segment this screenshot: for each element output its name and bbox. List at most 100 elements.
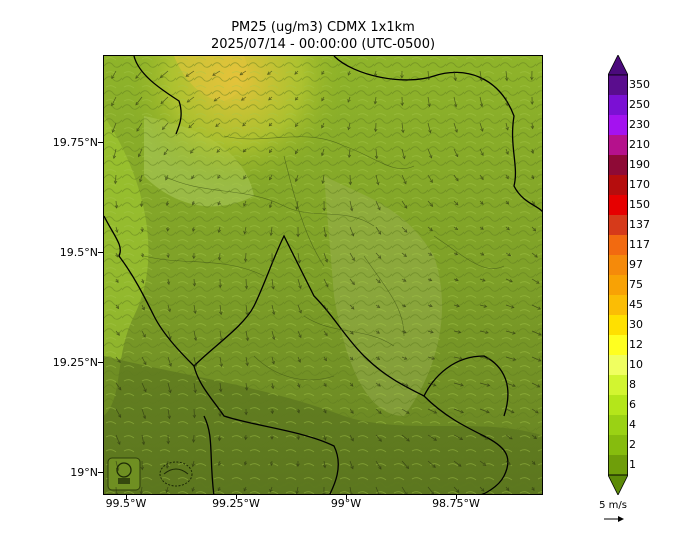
colorbar-segment bbox=[608, 195, 628, 216]
wind-arrow bbox=[375, 382, 381, 387]
wind-arrow-head bbox=[459, 356, 463, 360]
wind-arrow-head bbox=[485, 330, 489, 334]
wind-arrow-head bbox=[404, 492, 408, 494]
wind-arrow-head bbox=[117, 359, 121, 363]
wind-arrow bbox=[401, 486, 407, 494]
wind-arrow bbox=[401, 226, 408, 233]
wind-arrow-head bbox=[377, 255, 382, 259]
wind-arrow-head bbox=[217, 437, 222, 442]
wind-arrow-head bbox=[115, 254, 119, 258]
wind-arrow-head bbox=[270, 436, 274, 440]
wind-arrow bbox=[162, 122, 169, 130]
wind-arrow-head bbox=[193, 337, 198, 342]
wind-arrow bbox=[167, 304, 171, 312]
wind-arrow-head bbox=[114, 205, 119, 209]
wind-arrow bbox=[245, 356, 248, 366]
wind-arrow bbox=[531, 460, 536, 465]
wind-arrow-head bbox=[269, 489, 273, 493]
wind-arrow-head bbox=[403, 356, 408, 360]
lat-tick-label: 19.25°N bbox=[52, 356, 98, 369]
wind-arrow bbox=[323, 252, 328, 263]
wind-arrow-head bbox=[453, 103, 458, 108]
wind-arrow-head bbox=[271, 336, 276, 341]
wind-arrow-head bbox=[347, 72, 351, 76]
colorbar-segment bbox=[608, 275, 628, 296]
wind-arrow bbox=[268, 96, 273, 101]
wind-arrow-head bbox=[351, 281, 355, 286]
wind-arrow-head bbox=[403, 253, 407, 257]
map-panel[interactable] bbox=[103, 55, 543, 495]
wind-arrow bbox=[245, 330, 249, 341]
wind-arrow bbox=[505, 304, 515, 309]
wind-vectors bbox=[111, 70, 542, 494]
wind-arrow-head bbox=[324, 259, 329, 263]
wind-arrow-head bbox=[217, 256, 222, 261]
wind-arrow bbox=[245, 382, 248, 391]
wind-arrow-head bbox=[530, 101, 534, 105]
wind-arrow-head bbox=[373, 128, 378, 133]
wind-arrow bbox=[193, 434, 195, 443]
wind-arrow-head bbox=[271, 360, 275, 365]
wind-arrow bbox=[167, 330, 172, 340]
wind-arrow-head bbox=[296, 409, 301, 414]
wind-arrow-head bbox=[429, 227, 433, 232]
wind-arrow-head bbox=[323, 409, 327, 414]
wind-arrow-head bbox=[139, 491, 144, 494]
wind-arrow bbox=[453, 408, 464, 413]
wind-arrow-head bbox=[406, 410, 410, 414]
wind-arrow-head bbox=[140, 280, 145, 284]
wind-arrow-head bbox=[165, 176, 169, 181]
wind-arrow-head bbox=[506, 226, 510, 231]
lat-tick bbox=[98, 362, 103, 363]
wind-arrow bbox=[321, 148, 325, 156]
wind-arrow-head bbox=[295, 206, 299, 210]
colorbar-label: 75 bbox=[629, 278, 643, 291]
wind-arrow bbox=[505, 330, 516, 334]
wind-arrow-head bbox=[505, 175, 509, 180]
wind-arrow bbox=[479, 70, 483, 81]
wind-arrow-head bbox=[160, 100, 164, 105]
wind-arrow bbox=[139, 174, 143, 182]
wind-arrow bbox=[401, 278, 407, 282]
wind-arrow bbox=[375, 408, 382, 414]
wind-arrow-head bbox=[115, 229, 119, 234]
wind-arrow-head bbox=[405, 383, 409, 387]
lat-tick bbox=[98, 142, 103, 143]
wind-arrow-head bbox=[377, 383, 381, 387]
wind-arrow bbox=[531, 356, 542, 362]
wind-arrow-head bbox=[243, 175, 247, 180]
wind-arrow bbox=[531, 330, 542, 336]
wind-arrow bbox=[505, 356, 516, 361]
wind-arrow-head bbox=[433, 410, 438, 414]
wind-arrow bbox=[186, 96, 195, 103]
wind-arrow bbox=[323, 278, 329, 287]
wind-arrow-head bbox=[242, 122, 246, 127]
wind-arrow bbox=[167, 356, 172, 367]
wind-arrow-head bbox=[192, 283, 197, 287]
wind-arrow-head bbox=[512, 383, 516, 388]
wind-arrow-head bbox=[294, 123, 299, 128]
wind-arrow bbox=[140, 486, 143, 494]
wind-arrow bbox=[401, 200, 408, 209]
colorbar-segment bbox=[608, 435, 628, 456]
wind-arrow-head bbox=[166, 228, 170, 232]
wind-arrow bbox=[479, 382, 490, 387]
wind-arrow bbox=[349, 460, 354, 469]
wind-arrow-head bbox=[460, 383, 464, 387]
colorbar-segment bbox=[608, 95, 628, 116]
wind-arrow-head bbox=[376, 356, 381, 360]
wind-arrow-head bbox=[242, 149, 247, 153]
wind-arrow bbox=[453, 174, 459, 182]
wind-arrow-head bbox=[457, 463, 462, 467]
wind-arrow-head bbox=[536, 280, 540, 284]
wind-arrow bbox=[239, 70, 247, 76]
wind-arrow bbox=[505, 278, 513, 283]
wind-arrow bbox=[135, 96, 143, 106]
wind-arrow bbox=[322, 174, 325, 184]
wind-arrow-head bbox=[219, 311, 223, 316]
wind-arrow-head bbox=[271, 311, 276, 316]
wind-arrow bbox=[245, 278, 247, 289]
wind-arrow-head bbox=[166, 440, 171, 445]
wind-arrow bbox=[453, 200, 459, 206]
colorbar-segment bbox=[608, 355, 628, 376]
